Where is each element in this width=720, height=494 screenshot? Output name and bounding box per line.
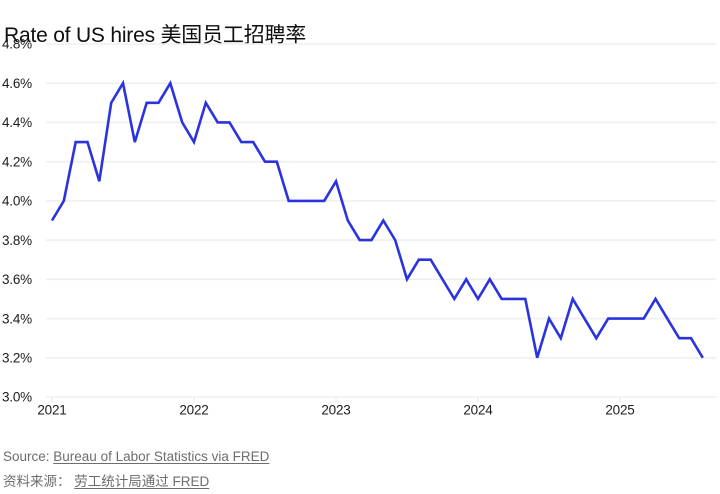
y-axis-tick-label: 3.4% [2, 311, 32, 326]
source-line-zh: 资料来源： 劳工统计局通过 FRED [3, 470, 209, 490]
hires-rate-line [50, 79, 704, 359]
x-axis-tick-label: 2023 [321, 403, 350, 418]
chart-title: Rate of US hires 美国员工招聘率 [4, 24, 307, 48]
source-link-fred[interactable]: Bureau of Labor Statistics via FRED [53, 449, 270, 464]
x-axis-tick-label: 2025 [605, 403, 634, 418]
source-prefix: Source: [3, 449, 54, 464]
y-axis-tick-label: 3.6% [2, 272, 32, 287]
y-axis-tick-label: 3.0% [2, 390, 32, 405]
y-axis-tick-label: 4.4% [2, 115, 32, 130]
y-axis-tick-label: 4.8% [2, 37, 32, 52]
source-line-en: Source: Bureau of Labor Statistics via F… [3, 449, 269, 464]
source-prefix-zh: 资料来源： [3, 474, 75, 489]
x-axis-tick-label: 2021 [37, 403, 66, 418]
y-axis-tick-label: 4.2% [2, 154, 32, 169]
source-link-fred-zh[interactable]: 劳工统计局通过 FRED [74, 474, 210, 489]
y-axis-tick-label: 3.8% [2, 233, 32, 248]
y-axis-tick-label: 3.2% [2, 351, 32, 366]
x-axis-tick-label: 2022 [179, 403, 208, 418]
x-axis-tick-label: 2024 [463, 403, 493, 418]
y-axis-tick-label: 4.6% [2, 76, 32, 91]
y-axis-tick-label: 4.0% [2, 194, 32, 209]
hires-rate-line-chart: 3.0% 3.2% 3.4% 3.6% 3.8% 4.0% 4.2% 4.4% 4.6% 4.8%… [2, 37, 716, 418]
